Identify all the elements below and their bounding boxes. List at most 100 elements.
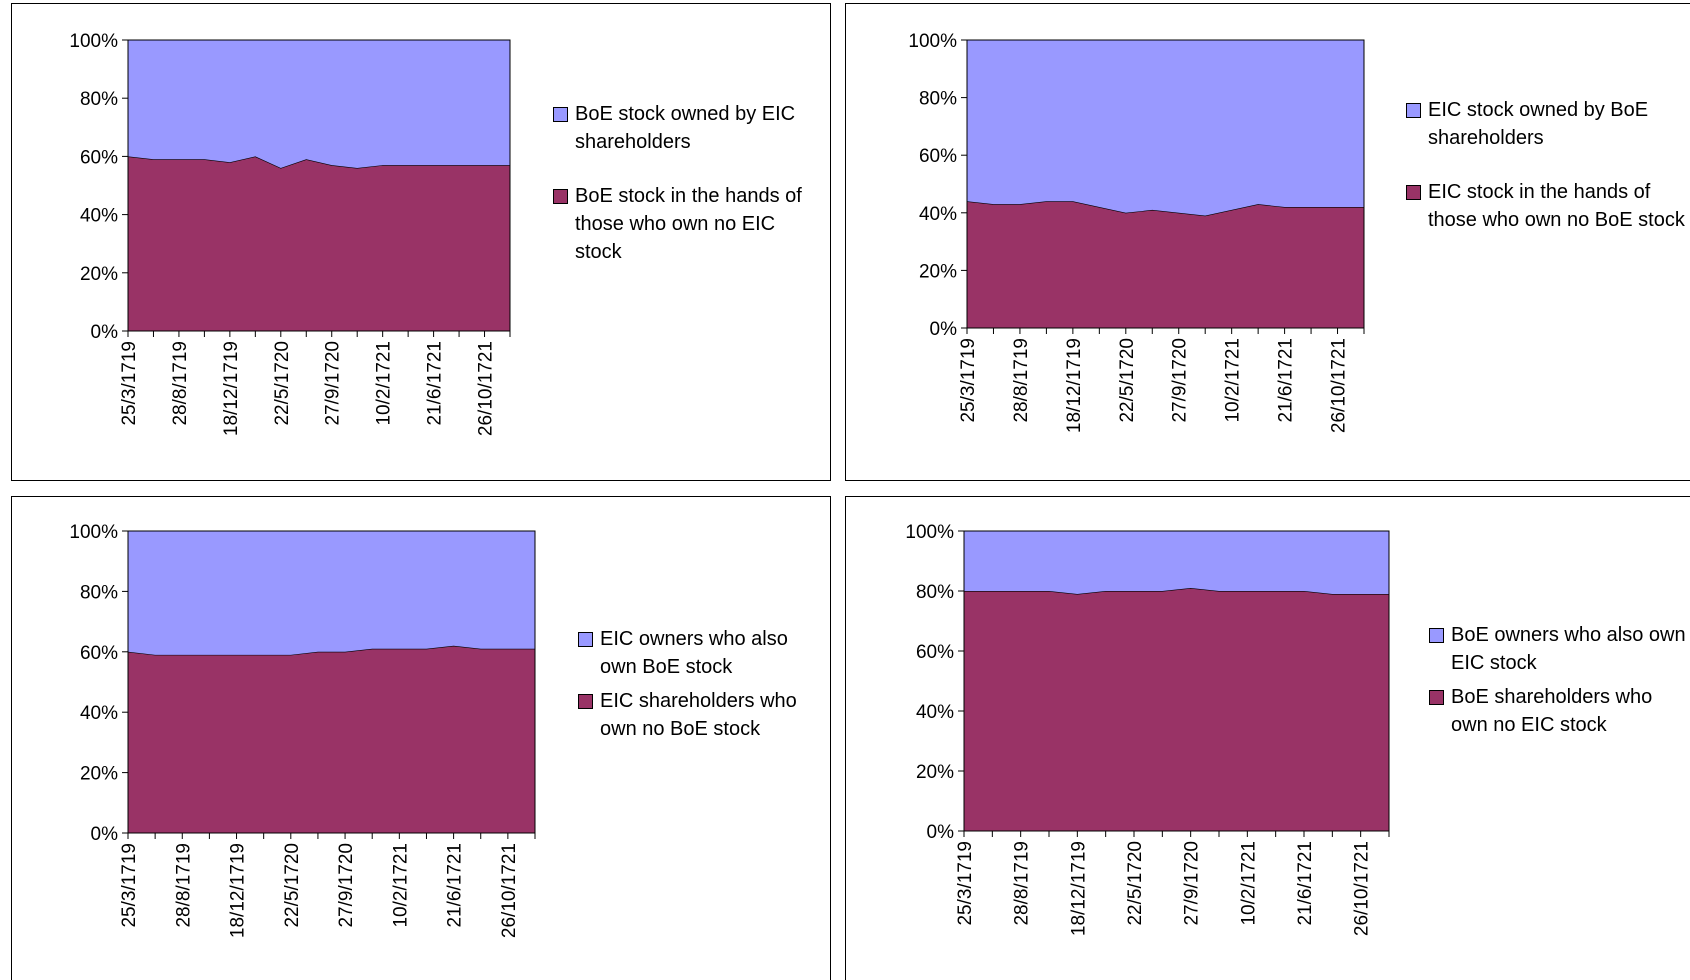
x-tick-label: 22/5/1720 [272,341,293,426]
legend-label: EIC shareholders who own no BoE stock [600,690,797,740]
area [128,531,535,655]
y-tick-label: 80% [80,582,118,603]
x-tick-label: 18/12/1719 [1068,841,1089,936]
legend-label: BoE stock owned by EIC shareholders [575,103,796,153]
legend: BoE owners who also own EIC stock BoE sha… [1429,621,1689,745]
y-tick-label: 60% [80,147,118,168]
x-tick-label: 28/8/1719 [1012,841,1033,926]
legend-item: BoE stock in the hands of those who own … [553,182,823,266]
y-tick-label: 40% [80,206,118,227]
x-tick-label: 22/5/1720 [1125,841,1146,926]
plot-border [127,39,511,332]
y-tick-label: 100% [905,522,954,543]
legend-item: EIC owners who also own BoE stock [578,625,828,681]
legend-label: BoE owners who also own EIC stock [1451,624,1686,674]
y-tick-label: 0% [91,824,119,845]
x-tick-label: 27/9/1720 [1170,338,1191,423]
legend-swatch [578,632,593,647]
x-tick-label: 18/12/1719 [1064,338,1085,433]
x-tick-label: 10/2/1721 [374,341,395,426]
x-tick-label: 21/6/1721 [445,843,466,928]
area [964,531,1389,594]
y-tick-label: 60% [919,146,957,167]
legend-swatch [578,694,593,709]
area [967,40,1364,216]
x-tick-label: 18/12/1719 [221,341,242,436]
x-tick-label: 21/6/1721 [425,341,446,426]
x-tick-label: 22/5/1720 [282,843,303,928]
y-tick-label: 20% [80,264,118,285]
legend: BoE stock owned by EIC shareholders BoE s… [553,100,823,292]
x-tick-label: 28/8/1719 [170,341,191,426]
x-tick-label: 26/10/1721 [1352,841,1373,936]
legend-label: EIC stock owned by BoE shareholders [1428,99,1649,149]
legend-swatch [1406,103,1421,118]
x-tick-label: 25/3/1719 [958,338,979,423]
x-tick-label: 27/9/1720 [323,341,344,426]
legend-item: BoE stock owned by EIC shareholders [553,100,823,156]
x-tick-label: 27/9/1720 [336,843,357,928]
area [967,201,1364,328]
x-tick-label: 21/6/1721 [1295,841,1316,926]
legend-item: EIC stock owned by BoE shareholders [1406,96,1690,152]
y-tick-label: 40% [919,204,957,225]
legend-swatch [1406,185,1421,200]
x-tick-label: 25/3/1719 [119,843,140,928]
y-tick-label: 80% [919,89,957,110]
y-tick-label: 0% [927,822,955,843]
panel-border [11,3,831,481]
y-tick-label: 20% [919,261,957,282]
y-tick-label: 100% [69,31,118,52]
y-tick-label: 100% [69,522,118,543]
plot-border [963,530,1390,832]
plot-border [127,530,536,834]
x-tick-label: 27/9/1720 [1182,841,1203,926]
panel-border [11,496,831,980]
legend: EIC stock owned by BoE shareholders EIC s… [1406,96,1690,260]
x-tick-label: 25/3/1719 [955,841,976,926]
legend-swatch [553,107,568,122]
legend-item: EIC stock in the hands of those who own … [1406,178,1690,234]
y-tick-label: 60% [916,642,954,663]
x-tick-label: 18/12/1719 [228,843,249,938]
plot-border [966,39,1365,329]
x-tick-label: 10/2/1721 [390,843,411,928]
x-tick-label: 25/3/1719 [119,341,140,426]
area [128,645,535,833]
panel-border [845,496,1690,980]
y-tick-label: 20% [916,762,954,783]
y-tick-label: 20% [80,764,118,785]
legend-label: EIC stock in the hands of those who own … [1428,181,1685,231]
area [128,40,510,169]
y-tick-label: 40% [80,703,118,724]
area [128,156,510,331]
y-tick-label: 80% [80,89,118,110]
x-tick-label: 28/8/1719 [173,843,194,928]
legend-label: BoE shareholders who own no EIC stock [1451,686,1653,736]
y-tick-label: 40% [916,702,954,723]
legend: EIC owners who also own BoE stock EIC sha… [578,625,828,749]
panel-border [845,3,1690,481]
legend-item: EIC shareholders who own no BoE stock [578,687,828,743]
x-tick-label: 10/2/1721 [1223,338,1244,423]
area [964,588,1389,831]
y-tick-label: 0% [930,319,958,340]
x-tick-label: 26/10/1721 [476,341,497,436]
y-tick-label: 80% [916,582,954,603]
x-tick-label: 26/10/1721 [1329,338,1350,433]
legend-item: BoE shareholders who own no EIC stock [1429,683,1689,739]
y-tick-label: 100% [908,31,957,52]
x-tick-label: 21/6/1721 [1276,338,1297,423]
x-tick-label: 22/5/1720 [1117,338,1138,423]
legend-label: EIC owners who also own BoE stock [600,628,788,678]
y-tick-label: 60% [80,643,118,664]
x-tick-label: 10/2/1721 [1238,841,1259,926]
x-tick-label: 28/8/1719 [1011,338,1032,423]
legend-item: BoE owners who also own EIC stock [1429,621,1689,677]
legend-swatch [1429,628,1444,643]
y-tick-label: 0% [91,322,119,343]
legend-swatch [553,189,568,204]
x-tick-label: 26/10/1721 [499,843,520,938]
